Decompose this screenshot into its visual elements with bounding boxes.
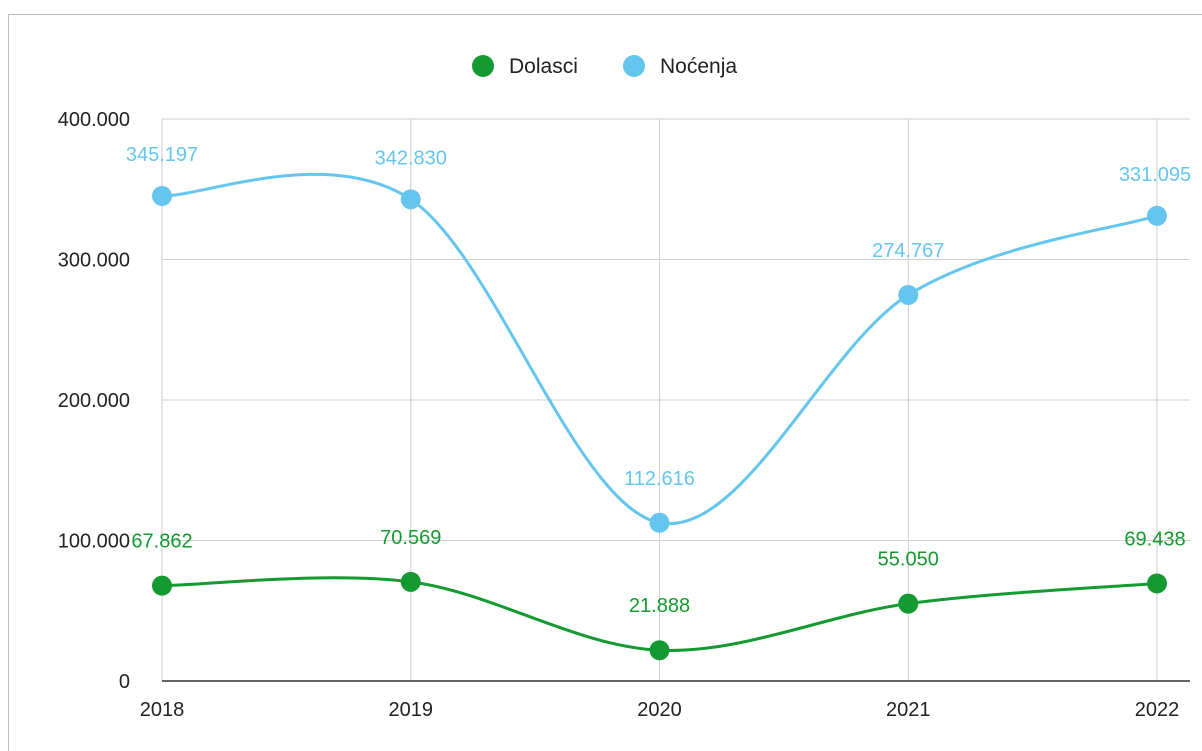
data-point — [649, 640, 670, 661]
data-point — [400, 571, 421, 592]
x-tick-label: 2018 — [140, 699, 185, 721]
data-point — [1147, 205, 1167, 226]
data-point — [898, 284, 919, 305]
data-labels: 67.862 70.569 21.888 55.050 69.438 345.197 342… — [126, 144, 1191, 617]
data-point — [152, 185, 172, 206]
data-point — [898, 593, 919, 614]
data-label: 21.888 — [629, 595, 690, 617]
data-label: 70.569 — [380, 527, 441, 549]
data-label: 69.438 — [1124, 528, 1185, 550]
data-label: 345.197 — [126, 144, 198, 166]
data-point — [1147, 573, 1167, 594]
data-label: 112.616 — [624, 468, 695, 490]
data-label: 331.095 — [1119, 164, 1191, 186]
legend: Dolasci Noćenja — [472, 55, 737, 78]
y-tick-label: 400.000 — [58, 109, 130, 131]
chart-frame — [8, 14, 1202, 751]
y-tick-label: 300.000 — [58, 250, 130, 272]
data-label: 342.830 — [375, 147, 447, 169]
series-layer — [152, 172, 1167, 661]
legend-marker — [472, 55, 494, 77]
data-point — [400, 189, 421, 210]
axes: 0 100.000 200.000 300.000 400.000 2018 2019 202… — [58, 109, 1190, 721]
legend-marker — [623, 55, 645, 77]
y-tick-label: 200.000 — [58, 390, 130, 412]
x-tick-label: 2021 — [886, 699, 931, 721]
x-tick-label: 2022 — [1135, 699, 1180, 721]
data-label: 55.050 — [878, 549, 939, 571]
legend-label: Noćenja — [660, 55, 737, 78]
y-tick-label: 0 — [119, 671, 130, 693]
data-label: 67.862 — [131, 531, 192, 553]
legend-label: Dolasci — [509, 55, 578, 78]
x-tick-label: 2020 — [637, 699, 682, 721]
data-point — [649, 512, 670, 533]
data-point — [152, 575, 172, 596]
x-tick-label: 2019 — [389, 699, 434, 721]
y-tick-label: 100.000 — [58, 531, 130, 553]
data-label: 274.767 — [872, 240, 944, 262]
